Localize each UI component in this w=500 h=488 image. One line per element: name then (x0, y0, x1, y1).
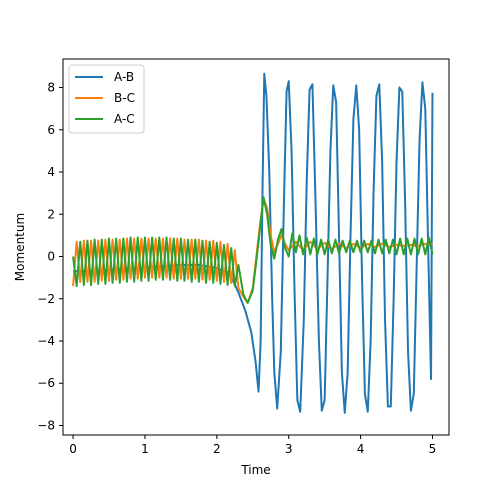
legend-label-b-c: B-C (114, 91, 135, 105)
y-tick-label: 2 (47, 207, 55, 221)
y-axis-label: Momentum (13, 213, 27, 281)
x-axis-ticks: 0 1 2 3 4 5 (69, 435, 436, 456)
x-tick-label: 1 (141, 442, 149, 456)
x-tick-label: 3 (285, 442, 293, 456)
y-axis-ticks: −8 −6 −4 −2 0 2 4 6 8 (37, 81, 63, 432)
x-axis-label: Time (240, 463, 270, 477)
y-tick-label: −6 (37, 376, 55, 390)
x-tick-label: 5 (429, 442, 437, 456)
legend-label-a-c: A-C (114, 112, 135, 126)
y-tick-label: −2 (37, 292, 55, 306)
x-tick-label: 2 (213, 442, 221, 456)
y-tick-label: −4 (37, 334, 55, 348)
y-tick-label: −8 (37, 418, 55, 432)
plot-frame (62, 58, 450, 436)
x-tick-label: 0 (69, 442, 77, 456)
legend: A-B B-C A-C (68, 64, 145, 134)
legend-label-a-b: A-B (114, 70, 134, 84)
series-layer (72, 72, 434, 414)
y-tick-label: 4 (47, 165, 55, 179)
x-tick-label: 4 (357, 442, 365, 456)
y-tick-label: 8 (47, 81, 55, 95)
y-tick-label: 0 (47, 250, 55, 264)
legend-box (68, 64, 145, 134)
series-line-a-c (72, 196, 434, 304)
y-tick-label: 6 (47, 123, 55, 137)
series-line-a-b (73, 72, 434, 414)
